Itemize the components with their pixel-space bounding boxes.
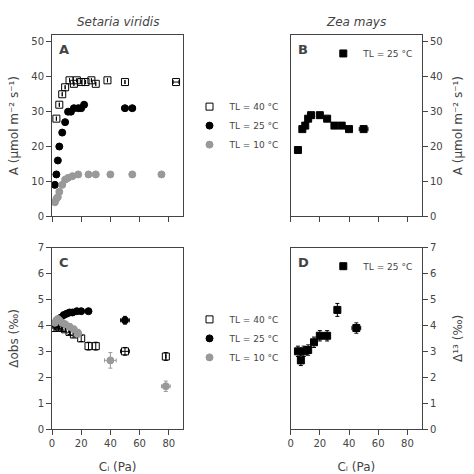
svg-text:40: 40: [343, 438, 356, 449]
svg-text:Δobs (‰): Δobs (‰): [7, 309, 21, 368]
svg-text:TL = 10 °C: TL = 10 °C: [229, 140, 279, 150]
svg-text:60: 60: [133, 438, 146, 449]
svg-text:4: 4: [430, 320, 436, 331]
svg-text:TL = 40 °C: TL = 40 °C: [229, 102, 279, 112]
svg-text:A: A: [59, 42, 69, 57]
svg-text:Cᵢ (Pa): Cᵢ (Pa): [99, 460, 137, 474]
svg-text:7: 7: [38, 242, 44, 253]
svg-text:5: 5: [430, 294, 436, 305]
svg-text:2: 2: [430, 372, 436, 383]
svg-text:D: D: [298, 255, 309, 270]
svg-text:60: 60: [372, 438, 385, 449]
svg-text:Setaria viridis: Setaria viridis: [77, 15, 159, 29]
svg-text:B: B: [298, 42, 308, 57]
svg-text:30: 30: [31, 106, 44, 117]
svg-text:40: 40: [104, 438, 117, 449]
svg-text:3: 3: [38, 346, 44, 357]
svg-text:TL = 40 °C: TL = 40 °C: [229, 315, 279, 325]
svg-text:20: 20: [31, 141, 44, 152]
svg-text:A (μmol m⁻² s⁻¹): A (μmol m⁻² s⁻¹): [451, 76, 465, 175]
svg-text:0: 0: [287, 438, 293, 449]
svg-text:A (μmol m⁻² s⁻¹): A (μmol m⁻² s⁻¹): [7, 76, 21, 175]
svg-text:TL = 10 °C: TL = 10 °C: [229, 353, 279, 363]
svg-text:80: 80: [401, 438, 414, 449]
svg-text:1: 1: [38, 398, 44, 409]
svg-text:6: 6: [38, 268, 44, 279]
svg-text:TL = 25 °C: TL = 25 °C: [362, 262, 412, 272]
svg-text:20: 20: [430, 141, 443, 152]
svg-text:10: 10: [31, 176, 44, 187]
svg-text:50: 50: [430, 36, 443, 47]
svg-text:20: 20: [75, 438, 88, 449]
svg-text:0: 0: [49, 438, 55, 449]
svg-text:TL = 25 °C: TL = 25 °C: [362, 49, 412, 59]
svg-text:4: 4: [38, 320, 44, 331]
svg-text:1: 1: [430, 398, 436, 409]
svg-text:TL = 25 °C: TL = 25 °C: [229, 334, 279, 344]
svg-text:6: 6: [430, 268, 436, 279]
svg-text:0: 0: [38, 211, 44, 222]
svg-text:0: 0: [430, 424, 436, 435]
svg-text:10: 10: [430, 176, 443, 187]
svg-text:Zea mays: Zea mays: [326, 15, 386, 29]
svg-text:7: 7: [430, 242, 436, 253]
svg-text:0: 0: [38, 424, 44, 435]
svg-text:3: 3: [430, 346, 436, 357]
svg-text:TL = 25 °C: TL = 25 °C: [229, 121, 279, 131]
svg-text:Δ¹³ (‰): Δ¹³ (‰): [451, 315, 465, 362]
svg-text:0: 0: [430, 211, 436, 222]
svg-text:30: 30: [430, 106, 443, 117]
svg-text:20: 20: [313, 438, 326, 449]
svg-text:C: C: [59, 255, 69, 270]
svg-text:5: 5: [38, 294, 44, 305]
svg-text:40: 40: [31, 71, 44, 82]
svg-text:Cᵢ (Pa): Cᵢ (Pa): [337, 460, 375, 474]
svg-text:50: 50: [31, 36, 44, 47]
svg-text:2: 2: [38, 372, 44, 383]
svg-text:80: 80: [162, 438, 175, 449]
svg-text:40: 40: [430, 71, 443, 82]
